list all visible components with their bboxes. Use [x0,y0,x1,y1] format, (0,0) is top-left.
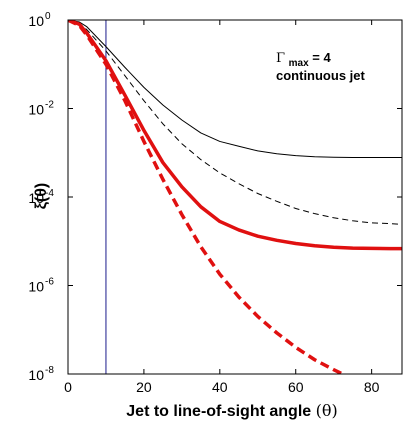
y-tick-label: 10 [28,102,44,118]
y-tick-exponent: 0 [45,11,51,22]
x-axis: 0 20 40 60 80 [64,20,380,395]
gamma-value: = 4 [312,50,331,65]
gamma-symbol: Γ [276,51,285,66]
annotation-jet-type: continuous jet [276,68,366,83]
y-tick-exponent: -2 [45,100,54,111]
x-axis-label-text: Jet to line-of-sight angle [126,403,311,420]
x-tick-label: 60 [288,379,304,395]
y-tick-label: 10 [28,279,44,295]
y-tick-exponent: -8 [45,365,54,376]
x-tick-label: 40 [212,379,228,395]
x-tick-label: 80 [364,379,380,395]
y-tick-label: 10 [28,367,44,383]
y-tick-exponent: -6 [45,277,54,288]
x-tick-label: 20 [136,379,152,395]
y-axis-label: ξ(θ) [33,183,50,209]
legend-annotation: Γ max = 4 continuous jet [276,50,366,83]
annotation-gamma: Γ max = 4 [276,50,332,69]
gamma-subscript: max [289,58,309,69]
x-tick-label: 0 [64,379,72,395]
x-axis-label: Jet to line-of-sight angle (θ) [126,401,337,420]
y-tick-label: 10 [28,190,44,206]
x-axis-label-symbol: (θ) [316,401,338,420]
series-line-2 [68,20,402,225]
series-line-1 [68,20,402,159]
y-tick-exponent: -4 [45,188,54,199]
series-group [68,20,402,374]
series-line-3 [68,20,402,251]
plot-area [68,20,402,374]
y-tick-label: 10 [28,13,44,29]
series-line-4 [68,20,347,374]
